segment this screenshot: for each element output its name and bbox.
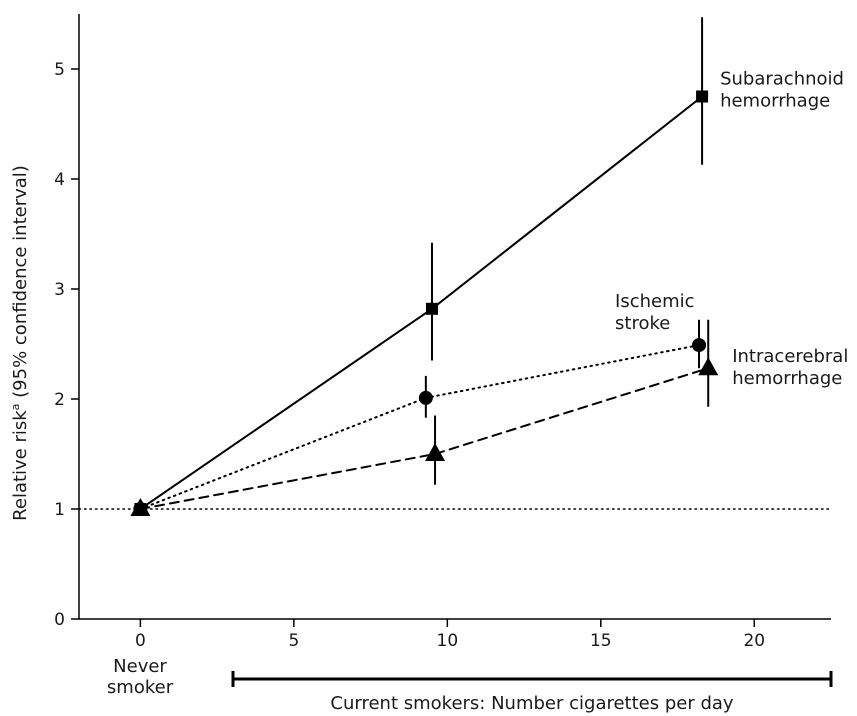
marker-square-2 bbox=[696, 90, 709, 103]
series-label-triangle-line2: hemorrhage bbox=[732, 368, 842, 389]
series-group bbox=[130, 17, 719, 516]
series-line-circle bbox=[139, 344, 700, 510]
y-tick-label-1: 1 bbox=[54, 500, 65, 520]
series-square bbox=[134, 17, 709, 515]
x-tick-label-5: 5 bbox=[288, 631, 299, 651]
series-triangle bbox=[130, 319, 719, 516]
series-line-triangle bbox=[139, 367, 710, 510]
series-label-circle-line2: stroke bbox=[615, 313, 670, 334]
marker-triangle-1 bbox=[425, 443, 446, 461]
marker-circle-1 bbox=[418, 390, 433, 405]
x-never-smoker-label-line2: smoker bbox=[107, 677, 174, 698]
x-tick-label-10: 10 bbox=[437, 631, 459, 651]
marker-circle-2 bbox=[692, 338, 707, 353]
y-tick-label-0: 0 bbox=[54, 610, 65, 630]
marker-square-1 bbox=[425, 302, 438, 315]
x-tick-label-15: 15 bbox=[590, 631, 612, 651]
series-label-triangle-line1: Intracerebral bbox=[732, 346, 848, 367]
x-tick-label-0: 0 bbox=[135, 631, 146, 651]
series-label-square-line1: Subarachnoid bbox=[720, 69, 844, 90]
y-axis-title-main: Relative risk bbox=[10, 410, 31, 521]
x-axis-title: Current smokers: Number cigarettes per d… bbox=[330, 693, 734, 714]
y-tick-label-2: 2 bbox=[54, 390, 65, 410]
y-tick-label-5: 5 bbox=[54, 60, 65, 80]
y-axis-title: Relative riska (95% confidence interval) bbox=[9, 165, 31, 521]
series-label-square-line2: hemorrhage bbox=[720, 91, 830, 112]
y-tick-label-3: 3 bbox=[54, 280, 65, 300]
y-tick-label-4: 4 bbox=[54, 170, 65, 190]
labels-group: SubarachnoidhemorrhageIschemicstrokeIntr… bbox=[615, 69, 848, 390]
y-axis-title-suffix: (95% confidence interval) bbox=[10, 165, 31, 403]
y-axis-title-superscript: a bbox=[9, 404, 22, 411]
marker-triangle-0 bbox=[130, 498, 151, 516]
axes: 0 1 2 3 4 5 0 5 10 15 20 bbox=[54, 14, 831, 651]
x-never-smoker-label-line1: Never bbox=[113, 656, 167, 677]
series-label-circle-line1: Ischemic bbox=[615, 291, 695, 312]
marker-triangle-2 bbox=[698, 357, 719, 376]
x-tick-label-20: 20 bbox=[743, 631, 765, 651]
series-circle bbox=[133, 319, 707, 516]
